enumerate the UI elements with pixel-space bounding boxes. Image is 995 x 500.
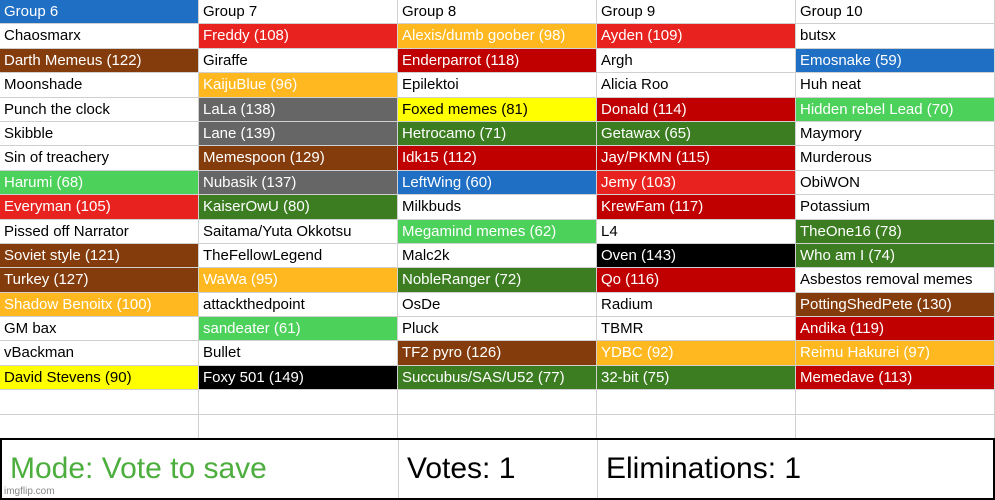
contestant-cell[interactable]: Murderous (796, 146, 995, 171)
contestant-cell[interactable]: Shadow Benoitx (100) (0, 292, 199, 318)
contestant-cell[interactable]: Enderparrot (118) (398, 48, 597, 74)
contestant-cell[interactable]: Memedave (113) (796, 365, 995, 391)
contestant-cell[interactable]: Punch the clock (0, 97, 199, 122)
contestant-cell[interactable]: Pluck (398, 317, 597, 342)
contestant-cell[interactable]: OsDe (398, 292, 597, 318)
contestant-cell[interactable]: Bullet (199, 341, 398, 366)
contestant-cell[interactable]: TheFellowLegend (199, 243, 398, 269)
contestant-cell[interactable]: Foxy 501 (149) (199, 365, 398, 391)
column-header[interactable]: Group 9 (597, 0, 796, 25)
contestant-cell[interactable]: Oven (143) (597, 243, 796, 269)
contestant-cell[interactable]: TF2 pyro (126) (398, 341, 597, 366)
contestant-cell[interactable]: Getawax (65) (597, 121, 796, 147)
contestant-cell[interactable]: KrewFam (117) (597, 195, 796, 220)
contestant-cell[interactable]: Lane (139) (199, 121, 398, 147)
contestant-cell[interactable]: Darth Memeus (122) (0, 48, 199, 74)
contestant-cell[interactable]: Chaosmarx (0, 24, 199, 49)
contestant-cell[interactable]: Argh (597, 48, 796, 74)
contestant-cell[interactable]: Asbestos removal memes (796, 268, 995, 293)
contestant-cell[interactable]: Turkey (127) (0, 268, 199, 293)
contestant-cell[interactable]: Sin of treachery (0, 146, 199, 171)
contestant-cell[interactable]: Jay/PKMN (115) (597, 146, 796, 171)
contestant-cell[interactable]: Megamind memes (62) (398, 219, 597, 244)
contestant-cell[interactable]: NobleRanger (72) (398, 268, 597, 293)
column-header[interactable]: Group 7 (199, 0, 398, 25)
column-header[interactable]: Group 10 (796, 0, 995, 25)
contestant-cell[interactable]: Saitama/Yuta Okkotsu (199, 219, 398, 244)
empty-cell[interactable] (597, 390, 796, 415)
contestant-cell[interactable]: Idk15 (112) (398, 146, 597, 171)
contestant-cell[interactable]: Alexis/dumb goober (98) (398, 24, 597, 49)
contestant-cell[interactable]: butsx (796, 24, 995, 49)
contestant-cell[interactable]: David Stevens (90) (0, 365, 199, 391)
contestant-cell[interactable]: TBMR (597, 317, 796, 342)
groups-spreadsheet: Group 6 Group 7 Group 8 Group 9 Group 10 Chao… (0, 0, 995, 440)
empty-cell[interactable] (0, 414, 199, 440)
contestant-cell[interactable]: Memespoon (129) (199, 146, 398, 171)
contestant-cell[interactable]: Reimu Hakurei (97) (796, 341, 995, 366)
contestant-cell[interactable]: Succubus/SAS/U52 (77) (398, 365, 597, 391)
watermark-text: imgflip.com (4, 486, 55, 497)
contestant-cell[interactable]: Hidden rebel Lead (70) (796, 97, 995, 122)
contestant-cell[interactable]: Soviet style (121) (0, 243, 199, 269)
column-header[interactable]: Group 8 (398, 0, 597, 25)
empty-cell[interactable] (398, 390, 597, 415)
contestant-cell[interactable]: GM bax (0, 317, 199, 342)
contestant-cell[interactable]: Foxed memes (81) (398, 97, 597, 122)
contestant-cell[interactable]: LaLa (138) (199, 97, 398, 122)
contestant-cell[interactable]: Potassium (796, 195, 995, 220)
contestant-cell[interactable]: Pissed off Narrator (0, 219, 199, 244)
contestant-cell[interactable]: KaijuBlue (96) (199, 73, 398, 98)
contestant-cell[interactable]: Radium (597, 292, 796, 318)
contestant-cell[interactable]: YDBC (92) (597, 341, 796, 366)
empty-cell[interactable] (597, 414, 796, 440)
contestant-cell[interactable]: TheOne16 (78) (796, 219, 995, 244)
contestant-cell[interactable]: Andika (119) (796, 317, 995, 342)
contestant-cell[interactable]: Huh neat (796, 73, 995, 98)
contestant-cell[interactable]: Qo (116) (597, 268, 796, 293)
contestant-cell[interactable]: Everyman (105) (0, 195, 199, 220)
contestant-cell[interactable]: PottingShedPete (130) (796, 292, 995, 318)
contestant-cell[interactable]: Emosnake (59) (796, 48, 995, 74)
empty-cell[interactable] (796, 390, 995, 415)
empty-cell[interactable] (199, 414, 398, 440)
contestant-cell[interactable]: Ayden (109) (597, 24, 796, 49)
contestant-cell[interactable]: Epilektoi (398, 73, 597, 98)
contestant-cell[interactable]: KaiserOwU (80) (199, 195, 398, 220)
contestant-cell[interactable]: WaWa (95) (199, 268, 398, 293)
column-header[interactable]: Group 6 (0, 0, 199, 25)
contestant-cell[interactable]: ObiWON (796, 170, 995, 196)
empty-cell[interactable] (398, 414, 597, 440)
contestant-cell[interactable]: Donald (114) (597, 97, 796, 122)
status-bar: Mode: Vote to save Votes: 1 Eliminations… (0, 438, 995, 500)
contestant-cell[interactable]: LeftWing (60) (398, 170, 597, 196)
contestant-cell[interactable]: sandeater (61) (199, 317, 398, 342)
contestant-cell[interactable]: Maymory (796, 121, 995, 147)
contestant-cell[interactable]: Alicia Roo (597, 73, 796, 98)
contestant-cell[interactable]: Malc2k (398, 243, 597, 269)
contestant-cell[interactable]: 32-bit (75) (597, 365, 796, 391)
votes-count: Votes: 1 (399, 440, 598, 498)
empty-cell[interactable] (796, 414, 995, 440)
contestant-cell[interactable]: Harumi (68) (0, 170, 199, 196)
contestant-cell[interactable]: vBackman (0, 341, 199, 366)
contestant-cell[interactable]: Skibble (0, 121, 199, 147)
contestant-cell[interactable]: L4 (597, 219, 796, 244)
contestant-cell[interactable]: Jemy (103) (597, 170, 796, 196)
eliminations-count: Eliminations: 1 (606, 452, 802, 485)
contestant-cell[interactable]: Hetrocamo (71) (398, 121, 597, 147)
mode-label: Mode: Vote to save (2, 440, 399, 498)
contestant-cell[interactable]: attackthedpoint (199, 292, 398, 318)
contestant-cell[interactable]: Who am I (74) (796, 243, 995, 269)
contestant-cell[interactable]: Moonshade (0, 73, 199, 98)
contestant-cell[interactable]: Freddy (108) (199, 24, 398, 49)
contestant-cell[interactable]: Nubasik (137) (199, 170, 398, 196)
empty-cell[interactable] (0, 390, 199, 415)
contestant-cell[interactable]: Giraffe (199, 48, 398, 74)
empty-cell[interactable] (199, 390, 398, 415)
contestant-cell[interactable]: Milkbuds (398, 195, 597, 220)
